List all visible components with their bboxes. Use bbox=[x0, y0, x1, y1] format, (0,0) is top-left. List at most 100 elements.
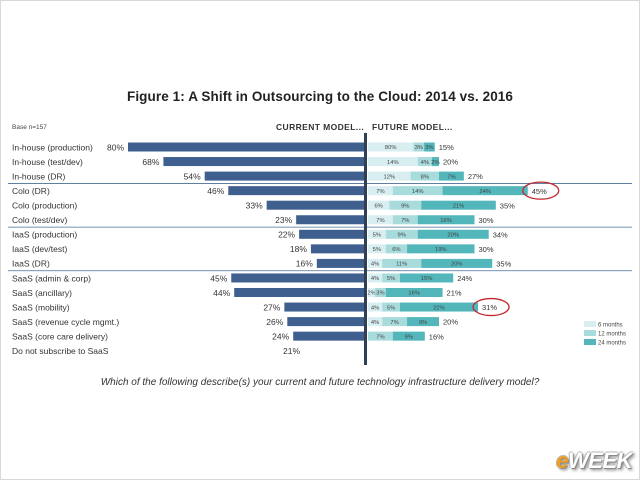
future-total-label: 24% bbox=[457, 274, 472, 283]
category-label: Colo (production) bbox=[12, 201, 77, 211]
category-label: SaaS (ancillary) bbox=[12, 288, 72, 298]
future-segment-label: 5% bbox=[387, 305, 395, 311]
future-segment-label: 80% bbox=[385, 145, 397, 151]
future-segment-label: 7% bbox=[376, 189, 384, 195]
category-label: Colo (test/dev) bbox=[12, 215, 67, 225]
future-segment-label: 12% bbox=[383, 174, 395, 180]
future-segment-label: 19% bbox=[435, 247, 447, 253]
future-total-label: 31% bbox=[482, 303, 497, 312]
future-segment-label: 9% bbox=[405, 334, 413, 340]
future-total-label: 15% bbox=[439, 143, 454, 152]
future-segment-label: 4% bbox=[371, 276, 379, 282]
category-label: In-house (production) bbox=[12, 142, 93, 152]
future-segment-6-months bbox=[368, 302, 383, 312]
future-segment-24-months bbox=[424, 142, 435, 152]
category-label: IaaS (dev/test) bbox=[12, 244, 67, 254]
future-segment-label: 4% bbox=[421, 160, 429, 166]
current-bar bbox=[287, 317, 364, 327]
legend-label: 12 months bbox=[598, 332, 626, 338]
future-segment-24-months bbox=[442, 186, 528, 196]
category-label: In-house (DR) bbox=[12, 171, 66, 181]
future-segment-label: 7% bbox=[390, 320, 398, 326]
future-segment-24-months bbox=[421, 258, 493, 268]
future-segment-label: 9% bbox=[398, 233, 406, 239]
category-label: SaaS (revenue cycle mgmt.) bbox=[12, 317, 119, 327]
future-segment-6-months bbox=[368, 157, 418, 167]
future-segment-label: 8% bbox=[421, 174, 429, 180]
category-label: IaaS (DR) bbox=[12, 259, 50, 269]
current-value-label: 27% bbox=[263, 302, 280, 312]
current-bar bbox=[204, 171, 364, 181]
future-segment-24-months bbox=[392, 331, 425, 341]
future-segment-6-months bbox=[368, 142, 414, 152]
future-segment-label: 3% bbox=[376, 291, 384, 297]
future-segment-6-months bbox=[368, 215, 393, 225]
future-segment-24-months bbox=[417, 215, 475, 225]
future-segment-label: 22% bbox=[433, 305, 445, 311]
future-total-label: 45% bbox=[532, 187, 547, 196]
future-total-label: 30% bbox=[479, 216, 494, 225]
future-segment-label: 2% bbox=[367, 291, 375, 297]
legend-swatch bbox=[584, 339, 596, 345]
legend-label: 6 months bbox=[598, 323, 623, 329]
future-segment-12-months bbox=[389, 200, 422, 210]
future-total-label: 34% bbox=[493, 230, 508, 239]
category-label: SaaS (mobility) bbox=[12, 302, 70, 312]
survey-question: Which of the following describe(s) your … bbox=[100, 377, 540, 388]
future-total-label: 27% bbox=[468, 172, 483, 181]
future-segment-6-months bbox=[368, 288, 376, 297]
current-value-label: 45% bbox=[210, 273, 227, 283]
future-segment-6-months bbox=[368, 244, 386, 254]
category-label: IaaS (production) bbox=[12, 230, 77, 240]
future-segment-6-months bbox=[368, 258, 383, 268]
future-segment-label: 5% bbox=[373, 233, 381, 239]
future-segment-label: 7% bbox=[447, 174, 455, 180]
current-value-label: 23% bbox=[275, 215, 292, 225]
future-segment-6-months bbox=[368, 186, 393, 196]
future-segment-label: 4% bbox=[371, 305, 379, 311]
future-segment-12-months bbox=[382, 273, 400, 283]
current-value-label: 21% bbox=[283, 346, 300, 356]
future-segment-label: 6% bbox=[374, 203, 382, 209]
future-segment-12-months bbox=[382, 302, 400, 312]
future-segment-label: 20% bbox=[447, 233, 459, 239]
category-label: In-house (test/dev) bbox=[12, 157, 83, 167]
future-segment-label: 14% bbox=[387, 160, 399, 166]
future-segment-12-months bbox=[382, 258, 422, 268]
current-value-label: 16% bbox=[296, 259, 313, 269]
current-value-label: 24% bbox=[272, 331, 289, 341]
category-label: Colo (DR) bbox=[12, 186, 50, 196]
future-segment-24-months bbox=[385, 288, 443, 297]
future-segment-12-months bbox=[368, 331, 393, 341]
future-total-label: 16% bbox=[429, 332, 444, 341]
legend-swatch bbox=[584, 330, 596, 336]
future-total-label: 21% bbox=[447, 289, 462, 298]
future-segment-12-months bbox=[392, 186, 443, 196]
future-segment-label: 14% bbox=[412, 189, 424, 195]
current-value-label: 33% bbox=[246, 201, 263, 211]
current-bar bbox=[128, 142, 364, 152]
current-value-label: 54% bbox=[184, 171, 201, 181]
future-segment-24-months bbox=[407, 244, 475, 254]
current-bar bbox=[316, 258, 364, 268]
future-segment-label: 7% bbox=[376, 218, 384, 224]
future-segment-label: 9% bbox=[401, 203, 409, 209]
future-segment-label: 3% bbox=[425, 145, 433, 151]
center-divider bbox=[364, 133, 367, 365]
future-segment-24-months bbox=[421, 200, 496, 210]
future-segment-12-months bbox=[417, 157, 432, 167]
future-segment-12-months bbox=[375, 288, 386, 297]
future-segment-label: 7% bbox=[401, 218, 409, 224]
current-value-label: 26% bbox=[266, 317, 283, 327]
current-value-label: 22% bbox=[278, 230, 295, 240]
category-label: Do not subscribe to SaaS bbox=[12, 346, 109, 356]
future-segment-label: 20% bbox=[451, 262, 463, 268]
future-segment-24-months bbox=[407, 317, 439, 327]
future-segment-24-months bbox=[399, 302, 479, 312]
future-segment-12-months bbox=[410, 171, 439, 181]
future-segment-label: 21% bbox=[453, 203, 465, 209]
current-model-header: CURRENT MODEL... bbox=[276, 122, 365, 132]
future-total-label: 35% bbox=[500, 201, 515, 210]
category-label: SaaS (core care delivery) bbox=[12, 331, 108, 341]
